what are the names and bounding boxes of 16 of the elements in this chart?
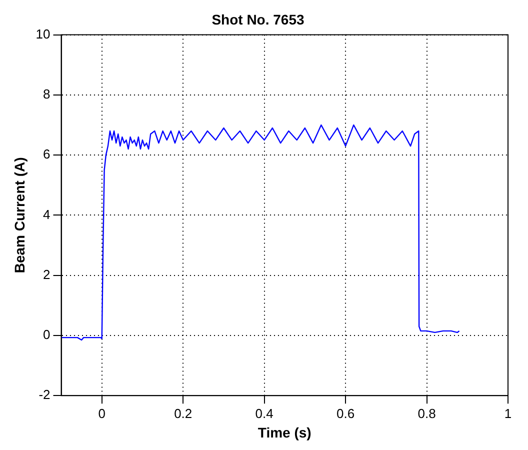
y-axis-title: Beam Current (A) <box>11 157 28 274</box>
x-tick-label: 0 <box>98 406 106 421</box>
x-tick-label: 1 <box>504 406 512 421</box>
y-tick-label: 10 <box>36 26 50 42</box>
y-tick-label: 4 <box>43 206 50 222</box>
y-tick-label: 6 <box>43 146 50 162</box>
x-tick-label: 0.2 <box>174 406 192 421</box>
x-tick-label: 0.4 <box>255 406 274 421</box>
x-tick-label: 0.6 <box>336 406 355 421</box>
x-axis-title: Time (s) <box>258 424 312 440</box>
y-tick-label: -2 <box>38 387 50 402</box>
y-tick-label: 2 <box>43 266 50 282</box>
x-tick-label: 0.8 <box>418 406 436 421</box>
chart-title: Shot No. 7653 <box>212 11 304 28</box>
y-tick-label: 0 <box>43 327 50 342</box>
y-tick-label: 8 <box>43 86 50 102</box>
